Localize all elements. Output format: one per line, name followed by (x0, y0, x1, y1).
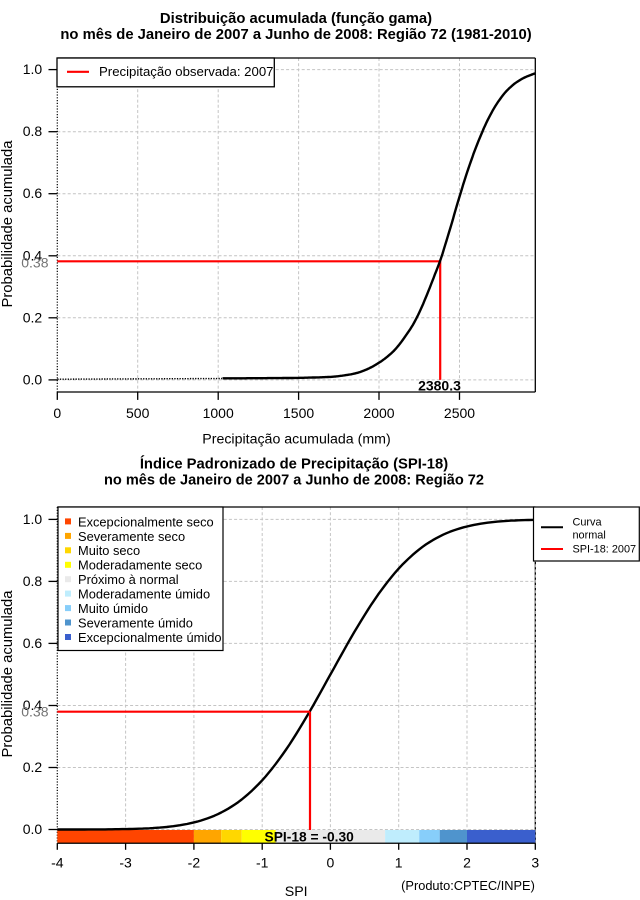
svg-text:Curva: Curva (573, 517, 603, 529)
svg-text:Severamente úmido: Severamente úmido (78, 615, 193, 630)
svg-text:normal: normal (573, 530, 606, 542)
svg-text:3: 3 (531, 854, 539, 870)
svg-text:0: 0 (327, 854, 335, 870)
svg-text:0.4: 0.4 (23, 697, 43, 713)
svg-text:Índice Padronizado de Precipit: Índice Padronizado de Precipitação (SPI-… (140, 456, 448, 473)
svg-text:Muito úmido: Muito úmido (78, 601, 148, 616)
svg-text:2000: 2000 (363, 405, 394, 421)
svg-text:500: 500 (126, 405, 150, 421)
svg-text:Severamente seco: Severamente seco (78, 529, 185, 544)
svg-text:Moderadamente úmido: Moderadamente úmido (78, 587, 210, 602)
svg-text:Precipitação observada: 2007: Precipitação observada: 2007 (99, 64, 273, 79)
svg-text:-4: -4 (51, 854, 64, 870)
svg-text:0.0: 0.0 (23, 821, 43, 837)
svg-text:0.2: 0.2 (23, 759, 43, 775)
svg-text:1500: 1500 (283, 405, 314, 421)
svg-text:Excepcionalmente seco: Excepcionalmente seco (78, 514, 214, 529)
svg-text:1.0: 1.0 (23, 61, 43, 77)
svg-text:0.6: 0.6 (23, 185, 43, 201)
svg-text:0.4: 0.4 (23, 247, 43, 263)
svg-text:SPI: SPI (285, 884, 308, 900)
svg-text:no mês de Janeiro de 2007 a Ju: no mês de Janeiro de 2007 a Junho de 200… (60, 27, 531, 43)
svg-text:Excepcionalmente úmido: Excepcionalmente úmido (78, 630, 222, 645)
svg-text:Distribuição acumulada (função: Distribuição acumulada (função gama) (160, 11, 432, 27)
svg-text:0.6: 0.6 (23, 635, 43, 651)
svg-text:no mês de Janeiro de 2007 a Ju: no mês de Janeiro de 2007 a Junho de 200… (104, 473, 484, 489)
svg-text:SPI-18: 2007: SPI-18: 2007 (573, 543, 637, 555)
svg-text:0.38: 0.38 (21, 254, 48, 270)
svg-text:0: 0 (53, 405, 61, 421)
svg-text:-2: -2 (188, 854, 201, 870)
svg-text:Moderadamente seco: Moderadamente seco (78, 558, 202, 573)
svg-text:2500: 2500 (444, 405, 475, 421)
svg-text:0.2: 0.2 (23, 309, 43, 325)
svg-text:(Produto:CPTEC/INPE): (Produto:CPTEC/INPE) (401, 878, 535, 893)
svg-text:Precipitação acumulada (mm): Precipitação acumulada (mm) (202, 432, 390, 448)
svg-text:1.0: 1.0 (23, 511, 43, 527)
svg-text:SPI-18 = -0.30: SPI-18 = -0.30 (265, 829, 355, 844)
svg-text:-3: -3 (119, 854, 132, 870)
svg-text:Próximo à normal: Próximo à normal (78, 572, 179, 587)
svg-text:2: 2 (463, 854, 471, 870)
svg-text:Muito seco: Muito seco (78, 543, 140, 558)
svg-text:0.38: 0.38 (21, 704, 48, 720)
svg-text:0.0: 0.0 (23, 371, 43, 387)
svg-text:0.8: 0.8 (23, 123, 43, 139)
svg-text:Probabilidade acumulada: Probabilidade acumulada (0, 140, 16, 308)
svg-text:-1: -1 (256, 854, 269, 870)
svg-text:2380.3: 2380.3 (418, 377, 461, 393)
svg-text:1000: 1000 (203, 405, 234, 421)
svg-text:0.8: 0.8 (23, 573, 43, 589)
svg-text:1: 1 (395, 854, 403, 870)
svg-text:Probabilidade acumulada: Probabilidade acumulada (0, 590, 16, 758)
